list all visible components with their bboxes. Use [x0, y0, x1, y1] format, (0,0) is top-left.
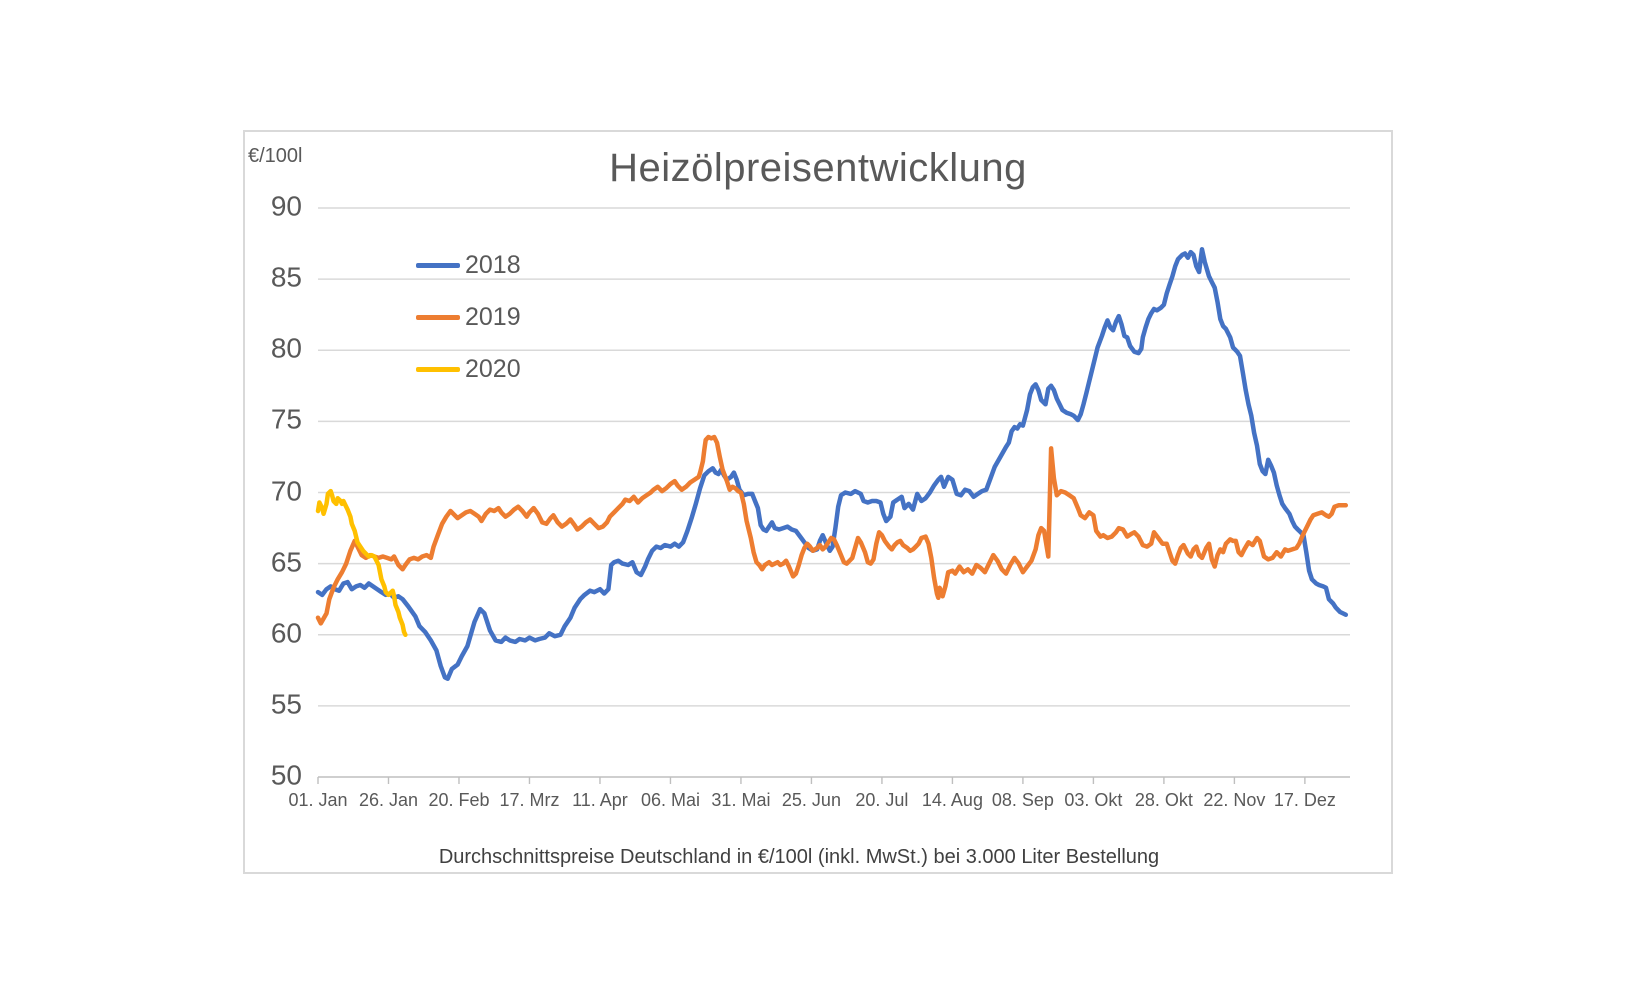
x-tick-label: 25. Jun: [781, 790, 841, 810]
y-tick-label: 60: [270, 617, 302, 649]
x-tick-label: 01. Jan: [288, 790, 348, 810]
legend-line-swatch: [416, 262, 460, 268]
y-tick-label: 75: [270, 404, 302, 436]
chart-title: Heizölpreisentwicklung: [609, 146, 1027, 190]
x-tick-label: 31. Mai: [711, 790, 771, 810]
y-tick-label: 70: [270, 475, 302, 507]
y-tick-label: 55: [270, 688, 302, 720]
x-tick-label: 06. Mai: [640, 790, 700, 810]
caption: Durchschnittspreise Deutschland in €/100…: [438, 846, 1160, 868]
x-tick-label: 14. Aug: [921, 790, 983, 810]
y-tick-label: 80: [270, 332, 302, 364]
legend-label: 2019: [465, 302, 521, 331]
series-line-2018: [315, 247, 1349, 682]
x-tick-label: 28. Okt: [1134, 790, 1193, 810]
x-tick-label: 11. Apr: [572, 790, 628, 810]
x-tick-label: 20. Jul: [855, 790, 909, 810]
y-tick-label: 50: [270, 759, 302, 791]
x-tick-label: 20. Feb: [428, 790, 490, 810]
legend-item-2020: 2020: [416, 355, 521, 383]
legend-line-swatch: [416, 366, 460, 372]
y-tick-label: 85: [270, 261, 302, 293]
legend-label: 2018: [465, 250, 521, 279]
legend-label: 2020: [465, 354, 521, 383]
series-line-2020: [315, 488, 408, 638]
x-tick-label: 03. Okt: [1064, 790, 1123, 810]
y-tick-label: 90: [270, 190, 302, 222]
x-tick-label: 08. Sep: [991, 790, 1054, 810]
y-tick-label: 65: [270, 546, 302, 578]
x-tick-label: 22. Nov: [1203, 790, 1266, 810]
legend-item-2019: 2019: [416, 303, 521, 331]
x-tick-label: 17. Mrz: [499, 790, 560, 810]
series-line-2019: [315, 434, 1349, 626]
legend-item-2018: 2018: [416, 251, 521, 279]
x-tick-label: 17. Dez: [1273, 790, 1336, 810]
y-axis-unit-label: €/100l: [248, 145, 303, 167]
x-tick-label: 26. Jan: [358, 790, 418, 810]
legend-line-swatch: [416, 314, 460, 320]
